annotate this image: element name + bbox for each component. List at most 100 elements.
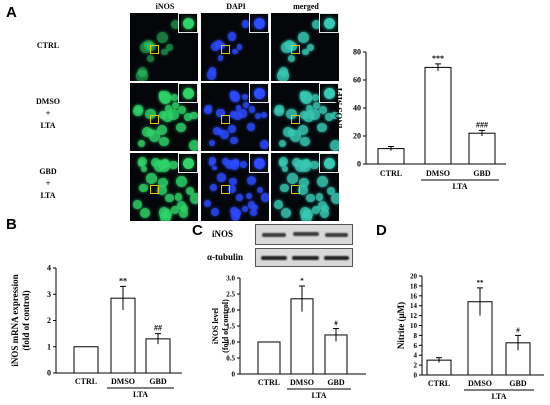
cell-nucleus [261, 111, 268, 118]
cell-nucleus [316, 175, 329, 188]
micrograph-dapi [201, 83, 269, 151]
y-tick-label: 10 [410, 322, 418, 330]
bar-gbd [468, 132, 496, 165]
cell-nucleus [210, 183, 218, 191]
cell-nucleus [174, 193, 183, 201]
bar-ctrl [73, 346, 99, 374]
cell-nucleus [330, 139, 339, 151]
y-tick-label: 1.5 [226, 323, 235, 331]
cell-nucleus [159, 136, 169, 147]
cell-nucleus [183, 88, 194, 99]
cell-nucleus [324, 88, 335, 99]
y-axis-label: (fold of control) [221, 299, 230, 353]
cell-nucleus [143, 40, 154, 50]
cell-nucleus [236, 44, 243, 50]
cell-nucleus [254, 88, 265, 99]
panel-letter-b: B [6, 216, 17, 233]
roi-box [150, 45, 159, 54]
roi-box [221, 45, 230, 54]
category-label: GBD [149, 377, 167, 386]
y-tick-label: 6 [414, 342, 418, 350]
blot-band [293, 232, 319, 236]
cell-nucleus [256, 186, 264, 194]
cell-nucleus [185, 186, 195, 196]
cell-nucleus [242, 102, 249, 108]
cell-nucleus [208, 159, 215, 166]
cell-nucleus [167, 109, 179, 120]
cell-nucleus [159, 111, 167, 120]
category-label: CTRL [75, 377, 97, 386]
y-axis-label: iNOS MFI [334, 87, 344, 128]
cell-nucleus [171, 102, 179, 110]
y-tick-label: 0 [47, 369, 51, 378]
cell-nucleus [300, 136, 310, 147]
cell-nucleus [232, 48, 238, 54]
y-tick-label: 2.5 [226, 291, 235, 299]
bar-dmso [424, 66, 452, 165]
cell-nucleus [229, 177, 237, 186]
y-tick-label: 3.0 [226, 275, 235, 283]
roi-box [150, 115, 159, 124]
y-tick-label: 2.0 [226, 307, 235, 315]
chart-inos-mfi: 0 20 40 60 80 iNOS MFI CTRL *** DMSO ### GBD LTA [334, 48, 506, 190]
significance-label: * [300, 277, 304, 285]
cell-nucleus [204, 199, 212, 207]
zoom-inset [249, 83, 269, 103]
cell-nucleus [169, 161, 178, 170]
cell-nucleus [133, 199, 143, 209]
cell-nucleus [139, 183, 148, 193]
group-label: LTA [311, 391, 326, 400]
cell-nucleus [170, 93, 179, 102]
micrograph-inos [130, 13, 198, 81]
cell-nucleus [176, 201, 186, 211]
cell-nucleus [135, 70, 148, 81]
cell-nucleus [165, 44, 173, 52]
cell-nucleus [231, 93, 240, 102]
cell-nucleus [310, 161, 319, 170]
significance-label: # [334, 320, 338, 328]
row-label-gbd-lta: GBD + LTA [28, 166, 68, 202]
cell-nucleus [165, 193, 174, 203]
cell-nucleus [164, 105, 172, 113]
cell-nucleus [189, 139, 198, 151]
cell-nucleus [224, 160, 234, 170]
cell-nucleus [287, 54, 295, 62]
column-label-dapi: DAPI [226, 2, 246, 11]
cell-nucleus [230, 212, 240, 221]
cell-nucleus [318, 106, 327, 115]
panel-letter-a: A [6, 4, 17, 21]
column-label-merged: merged [293, 2, 319, 11]
cell-nucleus [227, 125, 236, 134]
significance-label: # [516, 326, 520, 334]
cell-nucleus [306, 193, 315, 203]
zoom-inset [249, 13, 269, 33]
zoom-inset [249, 153, 269, 173]
row-label-line: CTRL [36, 41, 60, 50]
cell-nucleus [176, 123, 186, 133]
y-tick-label: 0.5 [226, 355, 235, 363]
category-label: DMSO [468, 379, 492, 388]
cell-nucleus [286, 108, 297, 119]
cell-nucleus [229, 160, 239, 170]
cell-nucleus [325, 113, 333, 121]
cell-nucleus [301, 93, 312, 104]
y-tick-label: 18 [410, 282, 418, 290]
row-label-dmso-lta: DMSO + LTA [28, 96, 68, 132]
y-axis-label: iNOS level [211, 307, 220, 344]
cell-nucleus [274, 106, 284, 117]
row-label-line: GBD [39, 167, 57, 176]
zoom-inset [178, 13, 198, 33]
cell-nucleus [324, 158, 335, 169]
cell-nucleus [319, 209, 329, 219]
blot-band [292, 256, 319, 260]
roi-box [221, 115, 230, 124]
bar-dmso [110, 297, 136, 374]
cell-nucleus [141, 127, 153, 138]
group-label: LTA [133, 390, 148, 399]
roi-box [221, 185, 230, 194]
category-label: GBD [509, 379, 527, 388]
cell-nucleus [306, 44, 314, 52]
micrograph-dapi [201, 13, 269, 81]
blot-inos-strip [255, 224, 353, 245]
